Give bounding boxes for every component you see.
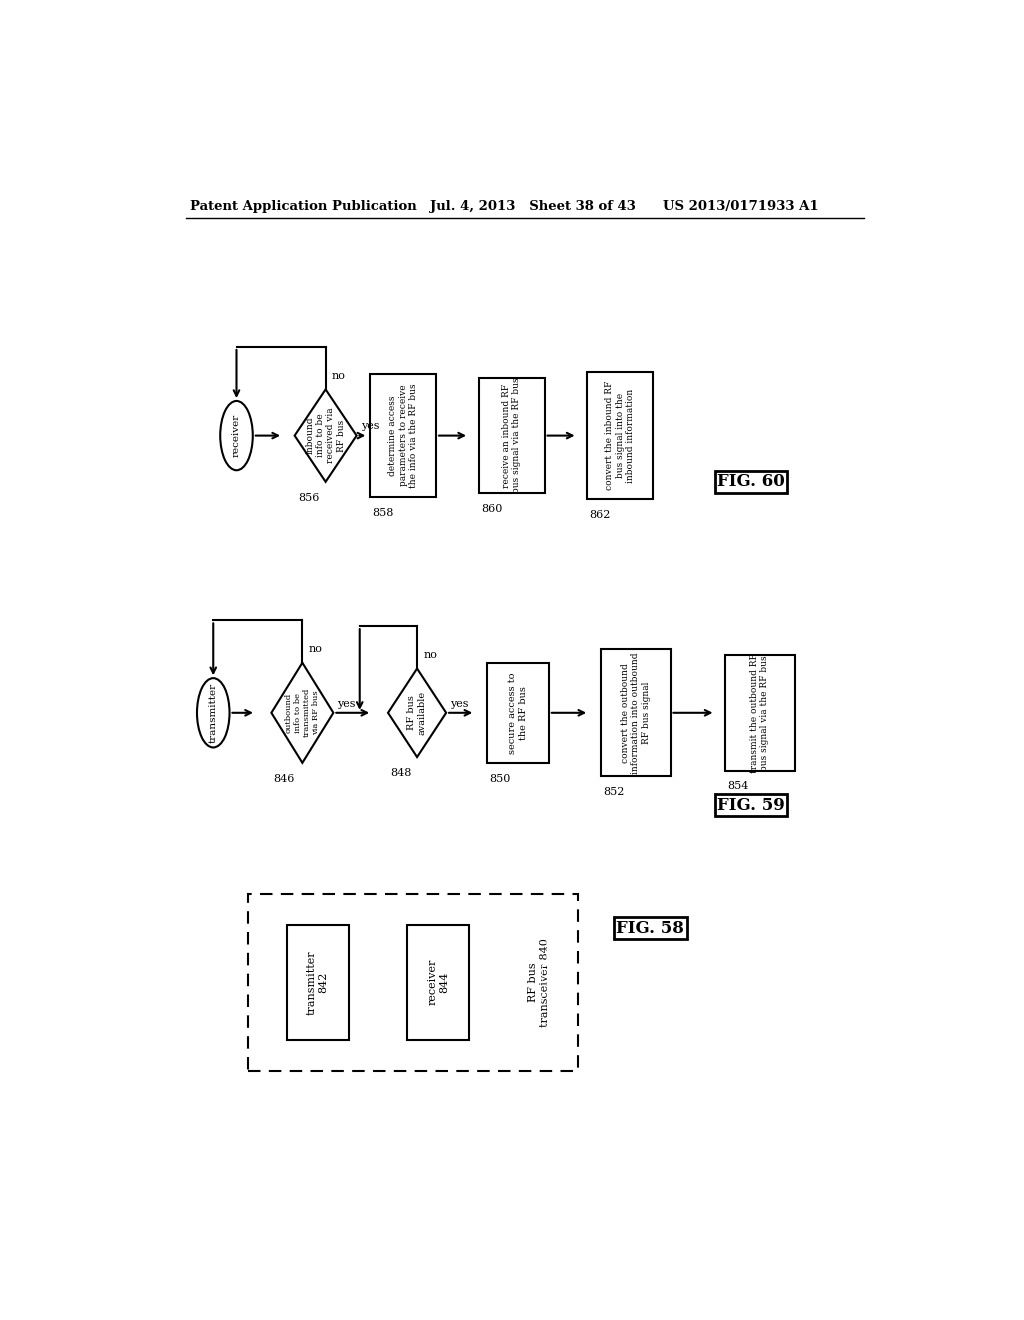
Text: FIG. 60: FIG. 60 xyxy=(717,474,784,490)
Text: secure access to
the RF bus: secure access to the RF bus xyxy=(508,672,527,754)
Text: 846: 846 xyxy=(273,774,295,784)
Text: 848: 848 xyxy=(390,768,412,777)
Text: FIG. 58: FIG. 58 xyxy=(616,920,684,937)
Text: 860: 860 xyxy=(481,504,503,513)
Text: inbound
info to be
received via
RF bus: inbound info to be received via RF bus xyxy=(305,408,346,463)
Text: receiver: receiver xyxy=(232,414,241,457)
Text: transmitter
842: transmitter 842 xyxy=(307,950,329,1015)
Text: 854: 854 xyxy=(727,781,749,791)
Text: FIG. 59: FIG. 59 xyxy=(717,797,784,813)
Text: US 2013/0171933 A1: US 2013/0171933 A1 xyxy=(663,199,818,213)
Text: receiver
844: receiver 844 xyxy=(427,960,449,1006)
Text: RF bus
available: RF bus available xyxy=(408,690,427,735)
Text: convert the outbound
information into outbound
RF bus signal: convert the outbound information into ou… xyxy=(621,652,650,774)
Text: Jul. 4, 2013   Sheet 38 of 43: Jul. 4, 2013 Sheet 38 of 43 xyxy=(430,199,636,213)
Text: receive an inbound RF
bus signal via the RF bus: receive an inbound RF bus signal via the… xyxy=(502,378,521,494)
Text: convert the inbound RF
bus signal into the
inbound information: convert the inbound RF bus signal into t… xyxy=(605,381,635,490)
Text: 862: 862 xyxy=(590,510,611,520)
Text: transmit the outbound RF
bus signal via the RF bus: transmit the outbound RF bus signal via … xyxy=(750,653,769,772)
Text: Patent Application Publication: Patent Application Publication xyxy=(190,199,417,213)
Text: RF bus
transceiver 840: RF bus transceiver 840 xyxy=(536,939,557,1027)
Text: 850: 850 xyxy=(489,774,511,784)
Text: no: no xyxy=(308,644,323,653)
Text: no: no xyxy=(423,649,437,660)
Text: no: no xyxy=(332,371,346,380)
Text: yes: yes xyxy=(337,698,355,709)
Text: determine access
parameters to receive
the info via the RF bus: determine access parameters to receive t… xyxy=(388,383,418,488)
Text: RF bus
transceiver 840: RF bus transceiver 840 xyxy=(528,939,550,1027)
Text: transmitter: transmitter xyxy=(209,682,218,743)
Text: 856: 856 xyxy=(299,492,319,503)
Text: outbound
info to be
transmitted
via RF bus: outbound info to be transmitted via RF b… xyxy=(285,688,321,738)
Text: 858: 858 xyxy=(373,508,394,517)
Text: 852: 852 xyxy=(603,787,625,797)
Text: yes: yes xyxy=(361,421,380,432)
Text: yes: yes xyxy=(450,698,469,709)
